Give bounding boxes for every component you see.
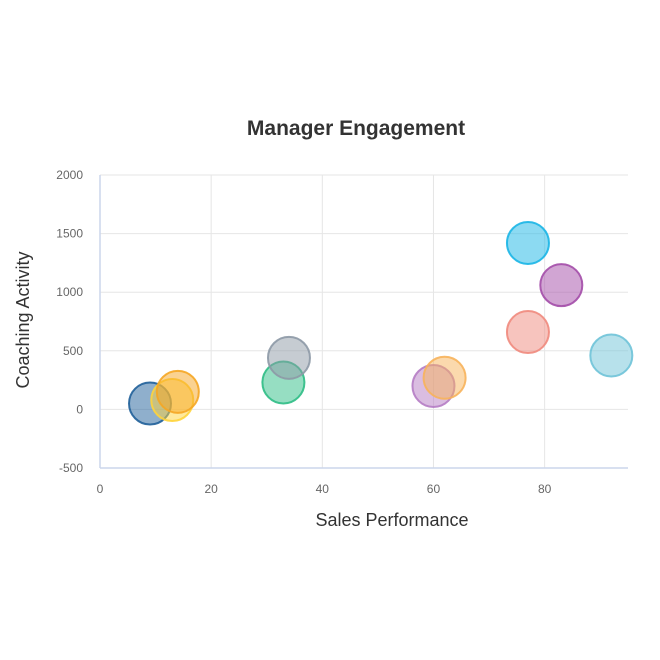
- grid: [100, 174, 628, 468]
- bubble-point[interactable]: [589, 333, 634, 378]
- x-tick-label: 20: [204, 482, 218, 496]
- bubble-point[interactable]: [505, 220, 550, 265]
- x-tick-label: 80: [538, 482, 552, 496]
- y-tick-label: 1500: [56, 227, 83, 241]
- y-tick-label: 2000: [56, 168, 83, 182]
- y-axis-label: Coaching Activity: [13, 251, 33, 388]
- axes: [99, 175, 628, 469]
- bubble-point[interactable]: [505, 310, 550, 355]
- bubbles: [128, 220, 634, 426]
- bubble-point[interactable]: [422, 355, 467, 400]
- y-tick-label: 0: [76, 402, 83, 416]
- bubble-point[interactable]: [539, 263, 584, 308]
- y-axis-ticks: -500 0 500 1000 1500 2000: [56, 168, 83, 475]
- x-axis-ticks: 0 20 40 60 80: [97, 482, 552, 496]
- chart-title: Manager Engagement: [247, 117, 465, 140]
- y-tick-label: -500: [59, 461, 83, 475]
- y-tick-label: 1000: [56, 285, 83, 299]
- bubble-point[interactable]: [266, 335, 311, 380]
- x-tick-label: 0: [97, 482, 104, 496]
- x-tick-label: 40: [316, 482, 330, 496]
- y-tick-label: 500: [63, 344, 83, 358]
- bubble-point[interactable]: [155, 369, 200, 414]
- x-axis-label: Sales Performance: [315, 510, 468, 530]
- x-tick-label: 60: [427, 482, 441, 496]
